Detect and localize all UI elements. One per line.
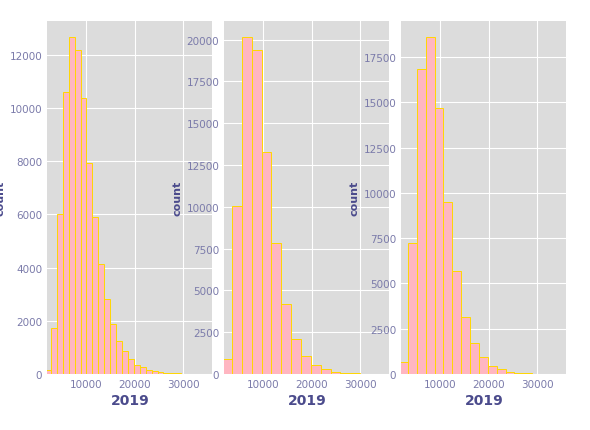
Bar: [330, 372, 340, 374]
Bar: [163, 373, 169, 374]
Bar: [340, 373, 350, 374]
Bar: [453, 271, 461, 374]
Bar: [116, 341, 122, 374]
Bar: [523, 373, 532, 374]
Bar: [122, 352, 128, 374]
Bar: [110, 324, 116, 374]
Bar: [261, 153, 271, 374]
Bar: [242, 38, 252, 374]
Bar: [461, 317, 470, 374]
Bar: [232, 206, 242, 374]
X-axis label: 2019: 2019: [464, 393, 503, 407]
Bar: [63, 92, 69, 374]
Bar: [426, 38, 435, 374]
Bar: [271, 244, 281, 374]
Bar: [169, 373, 175, 374]
Y-axis label: count: count: [0, 180, 5, 215]
Bar: [444, 202, 453, 374]
Bar: [291, 339, 301, 374]
Bar: [140, 367, 146, 374]
Bar: [99, 264, 104, 374]
Bar: [252, 51, 261, 374]
Bar: [321, 369, 330, 374]
Bar: [497, 369, 506, 374]
Bar: [222, 359, 232, 374]
Bar: [128, 359, 134, 374]
Bar: [87, 164, 93, 374]
Bar: [417, 70, 426, 374]
Bar: [104, 299, 110, 374]
Bar: [57, 215, 63, 374]
Bar: [75, 51, 81, 374]
X-axis label: 2019: 2019: [110, 393, 149, 407]
Bar: [146, 370, 152, 374]
Bar: [158, 372, 163, 374]
Bar: [408, 243, 417, 374]
Bar: [51, 328, 57, 374]
Bar: [152, 372, 158, 374]
Bar: [281, 304, 291, 374]
Bar: [93, 218, 99, 374]
X-axis label: 2019: 2019: [287, 393, 326, 407]
Y-axis label: count: count: [349, 180, 359, 215]
Bar: [81, 98, 87, 374]
Bar: [488, 366, 497, 374]
Bar: [479, 357, 488, 374]
Bar: [470, 343, 479, 374]
Bar: [311, 366, 321, 374]
Bar: [45, 370, 51, 374]
Bar: [435, 109, 444, 374]
Bar: [69, 38, 75, 374]
Y-axis label: count: count: [172, 180, 182, 215]
Bar: [301, 356, 311, 374]
Bar: [514, 373, 523, 374]
Bar: [399, 362, 408, 374]
Bar: [506, 372, 514, 374]
Bar: [134, 366, 140, 374]
